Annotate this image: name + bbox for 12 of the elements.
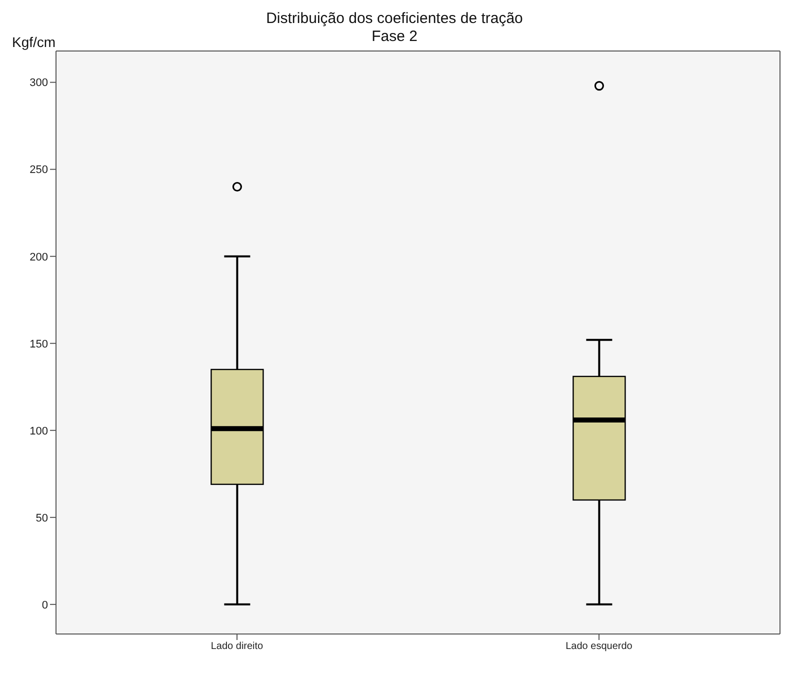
chart-title: Distribuição dos coeficientes de tração <box>265 10 524 28</box>
chart-subtitle: Fase 2 <box>372 28 418 45</box>
y-tick-label: 50 <box>36 512 48 524</box>
y-tick-label: 100 <box>30 425 48 438</box>
y-axis-title: Kgf/cm <box>12 34 56 50</box>
x-tick-label: Lado esquerdo <box>566 641 633 652</box>
y-tick-label: 0 <box>42 599 48 612</box>
y-tick-label: 250 <box>30 164 48 176</box>
y-tick-label: 200 <box>30 251 48 264</box>
y-tick-label: 150 <box>30 338 48 350</box>
y-tick-label: 300 <box>30 77 48 90</box>
x-tick-label: Lado direito <box>210 641 264 652</box>
